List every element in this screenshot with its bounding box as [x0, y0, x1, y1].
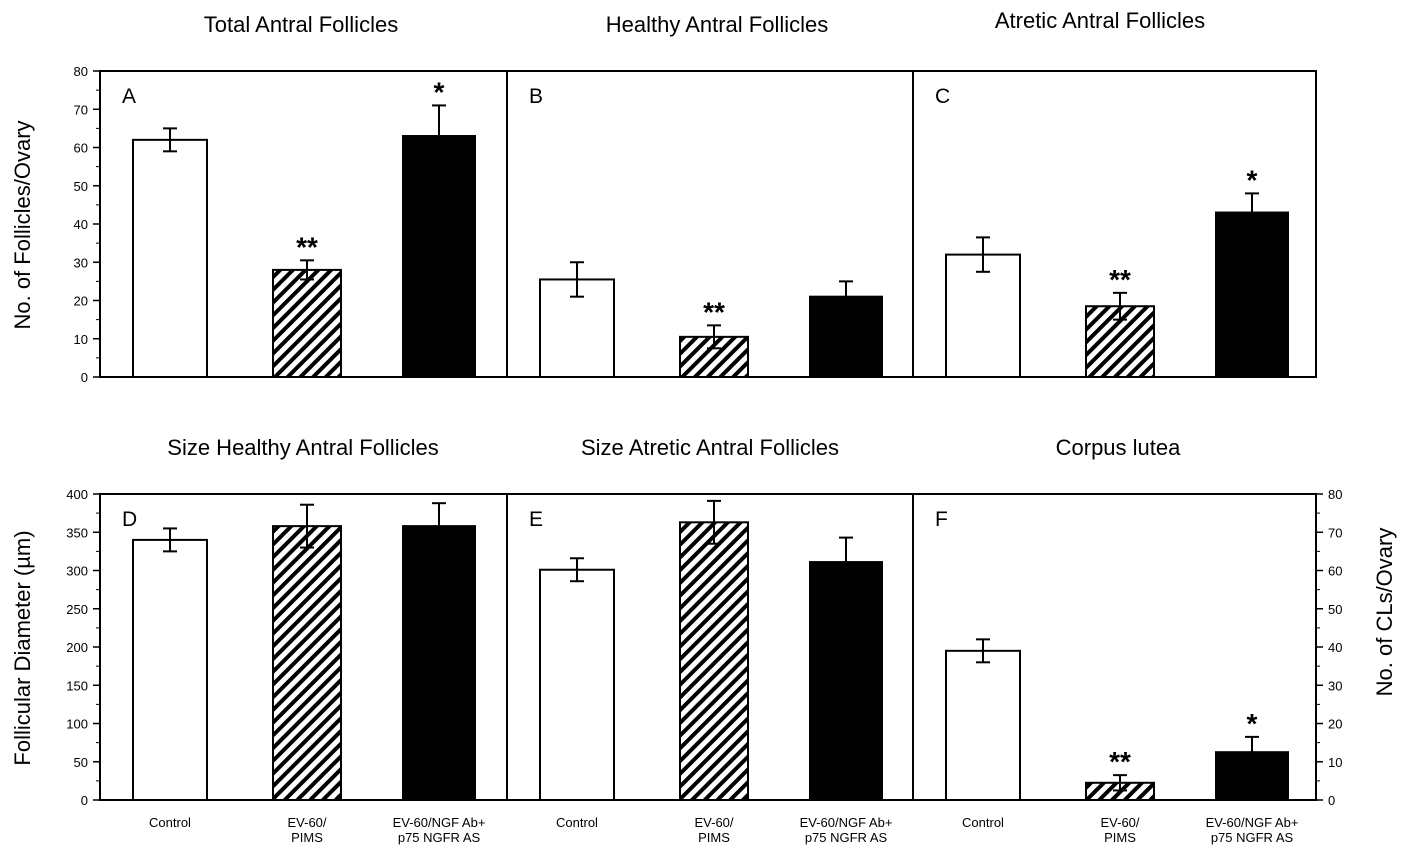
- bar-e-1: [679, 521, 749, 801]
- y-tick-label-a-5: 50: [74, 179, 88, 194]
- category-label-e-1-line1: PIMS: [698, 830, 730, 845]
- category-label-d-1-line0: EV-60/: [287, 815, 326, 830]
- y-tick-label-d-0: 0: [81, 793, 88, 808]
- y-tick-label-a-2: 20: [74, 294, 88, 309]
- y-tick-label-d-5: 250: [66, 602, 88, 617]
- y-tick-label-a-3: 30: [74, 255, 88, 270]
- y-tick-label-a-0: 0: [81, 370, 88, 385]
- significance-f-1: **: [1109, 746, 1131, 777]
- panel-letter-f: F: [935, 508, 948, 531]
- significance-c-2: *: [1247, 164, 1258, 195]
- y-tick-label-a-8: 80: [74, 64, 88, 79]
- category-label-f-1-line1: PIMS: [1104, 830, 1136, 845]
- title-panel-c: Atretic Antral Follicles: [995, 8, 1205, 33]
- bar-f-0: [945, 649, 1021, 802]
- y-tick-label-a-4: 40: [74, 217, 88, 232]
- y-tick-label-a-1: 10: [74, 332, 88, 347]
- bar-c-1: [1085, 305, 1155, 378]
- y-tick-label-f-7: 70: [1328, 525, 1342, 540]
- category-label-f-1-line0: EV-60/: [1100, 815, 1139, 830]
- title-panel-f: Corpus lutea: [1056, 435, 1182, 460]
- y-tick-label-a-6: 60: [74, 141, 88, 156]
- bar-c-0: [945, 253, 1021, 379]
- title-panel-e: Size Atretic Antral Follicles: [581, 435, 839, 460]
- category-label-e-1-line0: EV-60/: [694, 815, 733, 830]
- bar-a-0: [132, 138, 208, 378]
- category-label-f-2-line0: EV-60/NGF Ab+: [1206, 815, 1299, 830]
- category-label-d-1-line1: PIMS: [291, 830, 323, 845]
- y-tick-label-f-8: 80: [1328, 487, 1342, 502]
- y-tick-label-f-2: 20: [1328, 717, 1342, 732]
- panel-letter-d: D: [122, 508, 137, 531]
- significance-c-1: **: [1109, 264, 1131, 295]
- y-tick-label-f-0: 0: [1328, 793, 1335, 808]
- category-label-f-2-line1: p75 NGFR AS: [1211, 830, 1294, 845]
- panel-letter-b: B: [529, 85, 543, 108]
- y-axis-label-bottom: Follicular Diameter (µm): [10, 530, 35, 765]
- panel-letter-a: A: [122, 85, 136, 108]
- y-tick-label-d-2: 100: [66, 717, 88, 732]
- bar-d-1: [272, 525, 342, 801]
- y-tick-label-d-4: 200: [66, 640, 88, 655]
- panel-letter-c: C: [935, 85, 950, 108]
- y-tick-label-f-5: 50: [1328, 602, 1342, 617]
- category-label-e-2-line0: EV-60/NGF Ab+: [800, 815, 893, 830]
- category-label-f-0: Control: [962, 815, 1004, 830]
- bar-a-2: [402, 135, 476, 378]
- significance-a-1: **: [296, 231, 318, 262]
- y-tick-label-f-4: 40: [1328, 640, 1342, 655]
- y-tick-label-f-6: 60: [1328, 564, 1342, 579]
- category-label-d-0: Control: [149, 815, 191, 830]
- y-tick-label-d-7: 350: [66, 525, 88, 540]
- significance-b-1: **: [703, 296, 725, 327]
- y-tick-label-f-1: 10: [1328, 755, 1342, 770]
- y-axis-label-top: No. of Follicles/Ovary: [10, 120, 35, 329]
- bar-c-2: [1215, 211, 1289, 378]
- bar-e-0: [539, 568, 615, 801]
- title-panel-a: Total Antral Follicles: [204, 12, 398, 37]
- category-label-d-2-line0: EV-60/NGF Ab+: [393, 815, 486, 830]
- bar-a-1: [272, 268, 342, 378]
- y-tick-label-f-3: 30: [1328, 678, 1342, 693]
- category-label-d-2-line1: p75 NGFR AS: [398, 830, 481, 845]
- bar-d-2: [402, 525, 476, 801]
- y-tick-label-d-6: 300: [66, 564, 88, 579]
- y-tick-label-d-1: 50: [74, 755, 88, 770]
- bar-e-2: [809, 561, 883, 802]
- panel-letter-e: E: [529, 508, 543, 531]
- title-panel-d: Size Healthy Antral Follicles: [167, 435, 438, 460]
- title-panel-b: Healthy Antral Follicles: [606, 12, 829, 37]
- bar-d-0: [132, 538, 208, 802]
- y-axis-label-right: No. of CLs/Ovary: [1372, 528, 1397, 697]
- y-tick-label-d-8: 400: [66, 487, 88, 502]
- y-tick-label-a-7: 70: [74, 102, 88, 117]
- significance-f-2: *: [1247, 708, 1258, 739]
- significance-a-2: *: [434, 76, 445, 107]
- category-label-e-0: Control: [556, 815, 598, 830]
- category-label-e-2-line1: p75 NGFR AS: [805, 830, 888, 845]
- y-tick-label-d-3: 150: [66, 678, 88, 693]
